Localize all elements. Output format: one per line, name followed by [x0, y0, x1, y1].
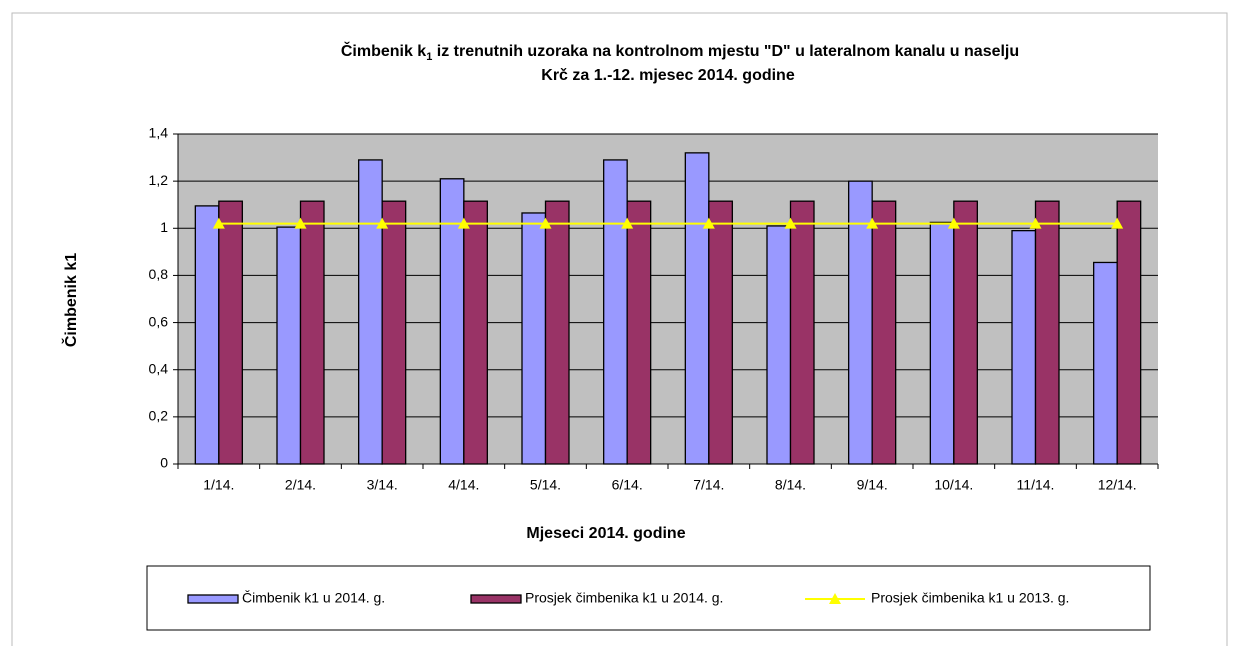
bar: [1011, 229, 1037, 465]
x-tick-label: 12/14.: [1098, 477, 1137, 493]
bar: [544, 200, 570, 465]
x-tick-label: 4/14.: [448, 477, 479, 493]
y-tick-label: 1,4: [149, 125, 169, 141]
title-subscript: 1: [426, 51, 432, 63]
bar: [929, 221, 955, 465]
x-tick-label: 2/14.: [285, 477, 316, 493]
frame: [11, 12, 1228, 646]
bar: [684, 152, 710, 465]
bar: [1093, 261, 1118, 465]
x-tick-label: 7/14.: [693, 477, 724, 493]
x-tick-label: 5/14.: [530, 477, 561, 493]
marker: [702, 217, 715, 229]
bar: [626, 200, 652, 465]
y-tick-label: 0,6: [149, 313, 169, 329]
y-tick-label: 0: [160, 455, 168, 471]
bar: [603, 159, 628, 465]
marker: [539, 217, 552, 229]
marker: [947, 217, 960, 229]
legend: [146, 565, 1151, 631]
legend-swatch: [470, 594, 522, 604]
bar: [708, 200, 733, 465]
y-tick-label: 0,8: [149, 266, 169, 282]
x-tick-label: 1/14.: [203, 477, 234, 493]
title-part: Čimbenik k: [341, 41, 426, 60]
legend-label: Čimbenik k1 u 2014. g.: [242, 590, 385, 606]
marker: [784, 217, 797, 229]
marker: [866, 217, 879, 229]
y-tick-label: 1,2: [149, 172, 169, 188]
bar: [299, 200, 325, 465]
bar: [218, 200, 243, 465]
marker: [376, 217, 389, 229]
marker: [212, 217, 225, 229]
bar: [953, 200, 978, 465]
bar: [358, 159, 383, 465]
legend-marker: [829, 593, 841, 604]
bar: [194, 205, 220, 465]
x-tick-label: 10/14.: [934, 477, 973, 493]
chart-title: Krč za 1.-12. mjesec 2014. godine: [541, 67, 795, 84]
bar: [521, 212, 547, 465]
x-tick-label: 8/14.: [775, 477, 806, 493]
legend-label: Prosjek čimbenika k1 u 2013. g.: [871, 590, 1069, 606]
x-tick-label: 3/14.: [367, 477, 398, 493]
bar: [871, 200, 897, 465]
title-part: iz trenutnih uzoraka na kontrolnom mjest…: [432, 43, 1019, 60]
bar: [276, 226, 302, 465]
bar: [463, 200, 488, 465]
marker: [621, 217, 634, 229]
marker: [294, 217, 307, 229]
marker: [457, 217, 470, 229]
bar: [766, 225, 792, 465]
bar: [1116, 200, 1142, 465]
x-axis-label: Mjeseci 2014. godine: [526, 525, 685, 542]
y-tick-label: 0,4: [149, 360, 169, 376]
y-tick-label: 0,2: [149, 408, 169, 424]
bar: [789, 200, 815, 465]
bar: [381, 200, 407, 465]
x-tick-label: 6/14.: [612, 477, 643, 493]
plot-area: [178, 134, 1158, 464]
chart-title: Čimbenik k1 iz trenutnih uzoraka na kont…: [341, 41, 1019, 63]
x-tick-label: 9/14.: [857, 477, 888, 493]
marker: [1029, 217, 1042, 229]
y-tick-label: 1: [160, 219, 168, 235]
x-tick-label: 11/14.: [1017, 477, 1055, 493]
legend-label: Prosjek čimbenika k1 u 2014. g.: [525, 590, 723, 606]
bar: [1034, 200, 1060, 465]
y-axis-label: Čimbenik k1: [61, 253, 80, 347]
marker: [1111, 217, 1124, 229]
legend-swatch: [187, 594, 239, 604]
bar: [439, 178, 465, 465]
